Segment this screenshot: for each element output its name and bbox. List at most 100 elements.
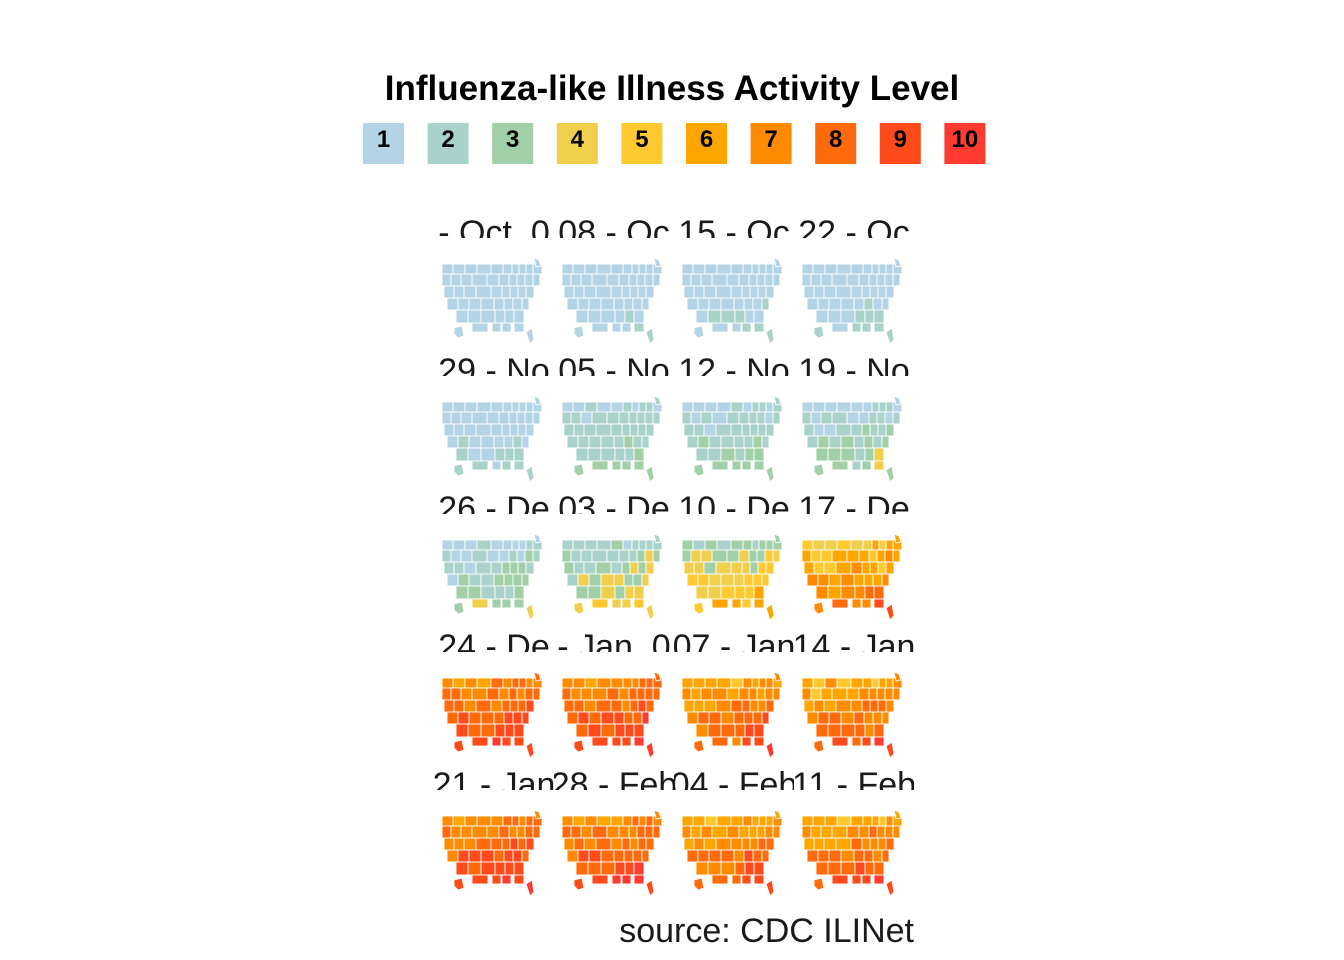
state-region xyxy=(734,447,746,462)
state-region xyxy=(573,463,585,477)
state-region xyxy=(765,285,775,299)
legend-swatch xyxy=(556,123,598,164)
state-region xyxy=(840,711,855,725)
state-region xyxy=(803,561,815,575)
state-region xyxy=(644,273,654,287)
state-region xyxy=(443,423,455,437)
state-region xyxy=(690,549,702,563)
state-region xyxy=(858,549,870,563)
state-region xyxy=(502,263,513,275)
state-region xyxy=(730,677,744,689)
state-region xyxy=(720,585,736,600)
state-region xyxy=(596,401,612,413)
legend-item-5: 5 xyxy=(621,123,663,164)
state-region xyxy=(765,465,775,483)
panel-label: 21 - Jan xyxy=(433,766,556,804)
legend-item-6: 6 xyxy=(686,123,727,164)
state-region xyxy=(513,736,525,747)
legend-label: 5 xyxy=(635,126,648,153)
state-region xyxy=(453,325,465,339)
state-region xyxy=(884,687,894,701)
state-region xyxy=(633,736,645,747)
state-region xyxy=(480,711,495,725)
panel-1: - Oct. 0 xyxy=(438,214,550,345)
state-region xyxy=(716,539,732,551)
state-region xyxy=(516,687,526,701)
state-region xyxy=(731,598,742,609)
state-region xyxy=(517,837,527,851)
state-region xyxy=(471,736,489,747)
state-region xyxy=(835,423,852,437)
state-region xyxy=(683,423,695,437)
state-region xyxy=(633,460,645,471)
state-region xyxy=(683,285,695,299)
state-region xyxy=(892,273,901,287)
state-region xyxy=(893,671,902,682)
state-region xyxy=(850,561,863,575)
state-region xyxy=(508,549,518,563)
state-region xyxy=(452,815,466,827)
state-region xyxy=(533,395,542,406)
state-region xyxy=(840,849,855,863)
state-region xyxy=(753,598,765,609)
state-region xyxy=(638,539,647,551)
state-region xyxy=(575,447,589,462)
state-region xyxy=(720,573,735,587)
state-region xyxy=(566,849,579,863)
state-region xyxy=(521,297,530,311)
state-region xyxy=(801,677,814,689)
state-region xyxy=(885,465,895,483)
state-region xyxy=(868,549,878,563)
state-region xyxy=(521,711,530,725)
state-region xyxy=(861,423,871,437)
state-region xyxy=(893,395,902,406)
state-region xyxy=(871,263,880,275)
state-region xyxy=(631,401,640,413)
state-region xyxy=(681,825,692,839)
state-region xyxy=(765,539,774,551)
state-region xyxy=(873,723,885,738)
state-region xyxy=(467,861,482,876)
state-region xyxy=(652,549,661,563)
state-region xyxy=(628,687,638,701)
state-region xyxy=(573,561,585,575)
state-region xyxy=(828,435,842,449)
state-region xyxy=(610,423,623,437)
state-region xyxy=(513,447,525,462)
state-region xyxy=(629,561,639,575)
state-region xyxy=(532,687,541,701)
state-region xyxy=(524,273,534,287)
state-region xyxy=(858,687,870,701)
state-region xyxy=(813,877,825,891)
state-region xyxy=(577,711,590,725)
state-region xyxy=(453,561,465,575)
state-region xyxy=(752,573,763,587)
state-region xyxy=(441,401,454,413)
state-region xyxy=(501,285,511,299)
state-region xyxy=(846,687,860,701)
state-region xyxy=(577,297,590,311)
state-region xyxy=(885,741,895,759)
state-region xyxy=(614,861,626,876)
state-region xyxy=(730,401,744,413)
state-region xyxy=(641,435,650,449)
state-region xyxy=(892,411,901,425)
state-region xyxy=(813,325,825,339)
state-region xyxy=(720,447,736,462)
state-region xyxy=(476,539,492,551)
state-region xyxy=(600,309,616,324)
state-region xyxy=(831,687,848,701)
state-region xyxy=(693,561,705,575)
state-region xyxy=(503,711,514,725)
chart-title: Influenza-like Illness Activity Level xyxy=(385,69,959,108)
state-region xyxy=(773,671,782,682)
legend-swatch xyxy=(750,123,792,164)
state-region xyxy=(441,825,452,839)
state-region xyxy=(511,263,520,275)
panel-7: 12 - No xyxy=(678,352,790,483)
state-region xyxy=(641,297,650,311)
state-region xyxy=(575,309,589,324)
state-region xyxy=(813,601,825,615)
state-region xyxy=(873,736,885,747)
state-region xyxy=(588,297,602,311)
